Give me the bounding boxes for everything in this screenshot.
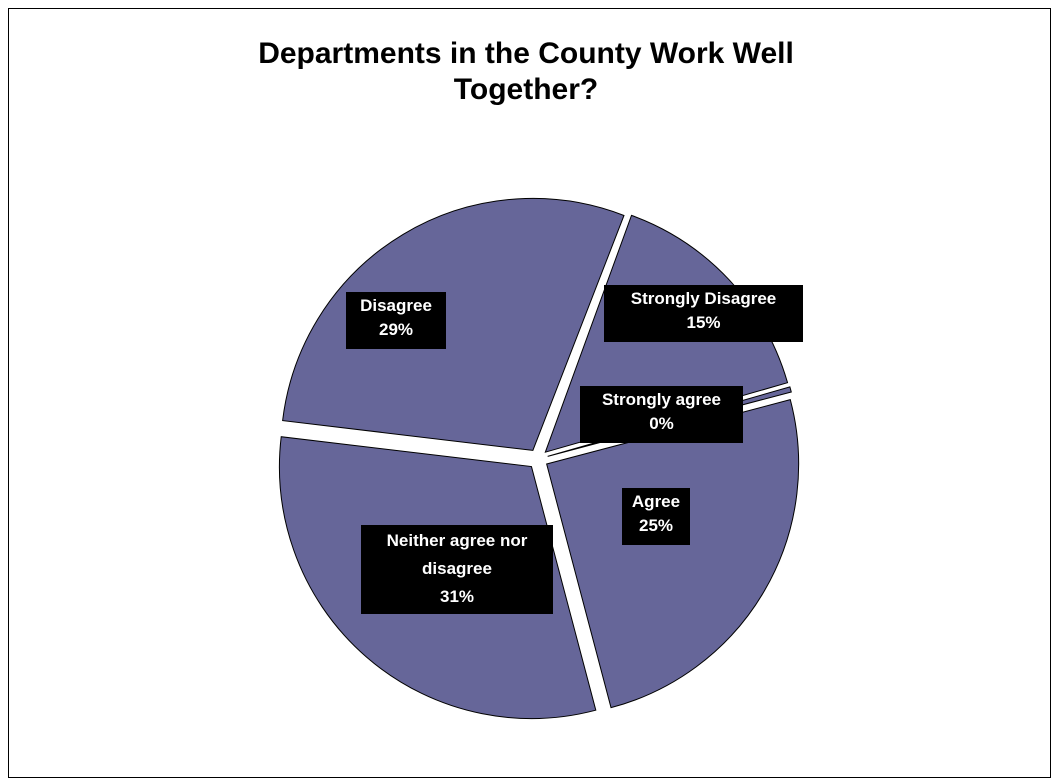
data-label-name: Strongly Disagree [630,289,777,308]
data-label-value: 15% [686,313,721,332]
data-label-value: 31% [439,587,475,606]
data-label-name: Neither agree nor disagree [386,531,528,578]
data-label-strongly-disagree: Strongly Disagree 15% [604,285,803,342]
data-label-strongly-agree: Strongly agree 0% [580,386,743,443]
data-label-neither: Neither agree nor disagree 31% [361,525,553,614]
pie-slice-agree [546,399,800,709]
pie-slice-disagree [282,197,625,451]
chart-title-line-1: Departments in the County Work Well [258,37,794,70]
chart-title: Departments in the County Work Well Toge… [0,36,1052,108]
data-label-value: 25% [638,516,674,535]
data-label-name: Agree [631,492,681,511]
data-label-name: Strongly agree [601,390,722,409]
chart-title-line-2: Together? [453,73,599,106]
data-label-value: 29% [378,320,414,339]
data-label-value: 0% [649,414,674,433]
data-label-disagree: Disagree 29% [346,292,446,349]
data-label-agree: Agree 25% [622,488,690,545]
pie-slices [278,197,800,720]
data-label-name: Disagree [360,296,432,315]
